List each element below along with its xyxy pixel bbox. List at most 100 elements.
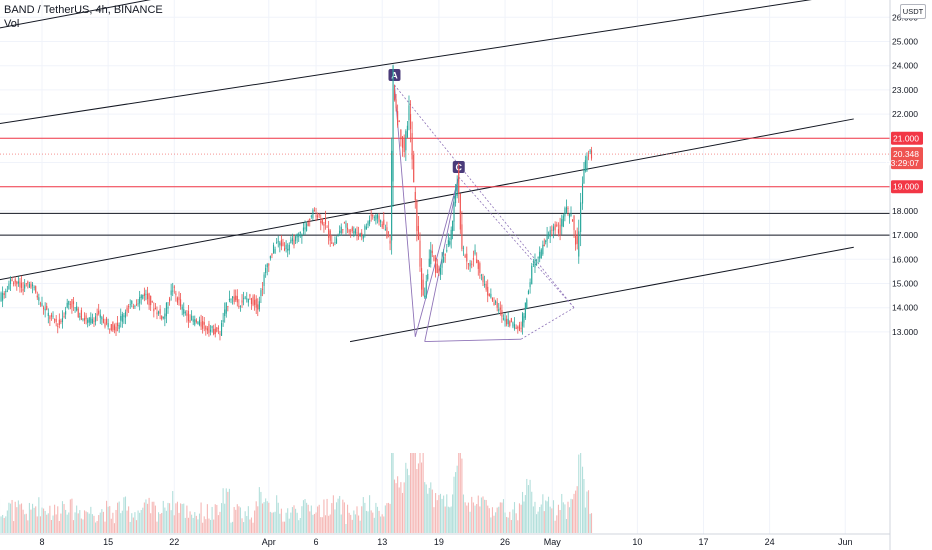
volume-bar bbox=[309, 511, 311, 533]
volume-bar bbox=[488, 508, 490, 533]
pattern-leg bbox=[414, 176, 460, 337]
currency-button[interactable]: USDT bbox=[900, 4, 926, 19]
volume-bar bbox=[461, 458, 463, 533]
candle-body bbox=[458, 168, 460, 194]
volume-bar bbox=[554, 520, 556, 533]
candle-body bbox=[197, 321, 199, 325]
volume-bar bbox=[380, 516, 382, 533]
candle-body bbox=[381, 223, 383, 228]
volume-bar bbox=[564, 504, 566, 533]
price-axis[interactable]: 34.00033.00032.00031.00030.00029.00028.0… bbox=[889, 0, 918, 550]
volume-bar bbox=[260, 491, 262, 533]
volume-bar bbox=[206, 504, 208, 533]
volume-bar bbox=[8, 502, 10, 533]
volume-bar bbox=[307, 504, 309, 533]
candle-body bbox=[274, 249, 276, 254]
candle-body bbox=[535, 263, 538, 266]
candle-body bbox=[241, 300, 243, 303]
level-price-tag-bg bbox=[891, 131, 923, 145]
price-tick-label: 16.000 bbox=[892, 254, 918, 264]
level-price-tag-bg bbox=[891, 180, 923, 194]
volume-bar bbox=[367, 511, 369, 533]
volume-bars bbox=[0, 453, 593, 533]
candle-body bbox=[332, 244, 334, 246]
candle-body bbox=[49, 316, 51, 320]
candle-body bbox=[285, 244, 287, 249]
candle-body bbox=[244, 297, 246, 299]
candle-body bbox=[225, 302, 227, 314]
candle-body bbox=[87, 319, 89, 323]
volume-bar bbox=[376, 506, 379, 533]
candle-body bbox=[329, 230, 331, 241]
candle-body bbox=[290, 239, 292, 243]
volume-bar bbox=[241, 518, 243, 533]
candle-body bbox=[184, 312, 186, 314]
volume-bar bbox=[438, 495, 440, 533]
candle-body bbox=[510, 318, 512, 323]
volume-legend[interactable]: Vol bbox=[4, 18, 20, 30]
candle-body bbox=[219, 333, 221, 335]
volume-bar bbox=[476, 503, 478, 533]
volume-bar bbox=[276, 495, 278, 533]
volume-bar bbox=[370, 510, 372, 533]
candle-body bbox=[562, 215, 564, 227]
candle-body bbox=[238, 305, 240, 308]
candle-body bbox=[77, 308, 79, 318]
time-axis[interactable]: 8 15 22 Apr 6 13 19 26 May 10 17 24 Jun bbox=[0, 533, 890, 547]
candle-body bbox=[180, 299, 182, 307]
volume-bar bbox=[87, 512, 89, 533]
candle-body bbox=[36, 295, 38, 298]
volume-bar bbox=[542, 494, 544, 533]
volume-bar bbox=[372, 512, 374, 533]
candle-body bbox=[549, 230, 551, 238]
candle-body bbox=[57, 325, 59, 327]
volume-bar bbox=[156, 521, 158, 533]
symbol-legend[interactable]: BAND / TetherUS, 4h, BINANCE bbox=[4, 4, 163, 16]
candle-body bbox=[109, 328, 111, 330]
candle-body bbox=[216, 327, 218, 332]
candle-body bbox=[370, 214, 372, 216]
volume-bar bbox=[547, 496, 550, 533]
candle-body bbox=[428, 258, 430, 267]
volume-bar bbox=[339, 495, 341, 533]
volume-bar bbox=[117, 502, 119, 533]
volume-bar bbox=[99, 512, 101, 533]
volume-bar bbox=[320, 517, 322, 533]
candle-body bbox=[521, 313, 524, 327]
volume-bar bbox=[195, 515, 197, 533]
candle-body bbox=[5, 290, 7, 293]
candle-body bbox=[85, 315, 87, 320]
volume-bar bbox=[301, 506, 303, 533]
candle-body bbox=[452, 220, 454, 232]
volume-bar bbox=[332, 495, 334, 533]
current-price-tag-bg bbox=[891, 147, 923, 170]
volume-bar bbox=[233, 507, 235, 533]
candle-body bbox=[364, 225, 366, 230]
volume-bar bbox=[589, 513, 591, 533]
volume-bar bbox=[112, 512, 114, 533]
volume-bar bbox=[334, 509, 336, 533]
candle-body bbox=[524, 302, 526, 318]
volume-bar bbox=[250, 517, 253, 533]
candle-body bbox=[321, 218, 323, 224]
candle-body bbox=[578, 231, 580, 257]
candle-body bbox=[523, 316, 525, 323]
volume-bar bbox=[551, 508, 553, 533]
candle-body bbox=[112, 321, 114, 331]
candle-body bbox=[209, 329, 212, 332]
volume-bar bbox=[79, 510, 81, 533]
candle-body bbox=[491, 297, 494, 301]
candle-body bbox=[52, 315, 54, 317]
candle-body bbox=[383, 219, 385, 225]
volume-bar bbox=[571, 499, 574, 533]
volume-bar bbox=[430, 482, 432, 533]
volume-bar bbox=[416, 469, 418, 533]
volume-bar bbox=[529, 479, 531, 533]
volume-bar bbox=[246, 516, 248, 533]
candle-body bbox=[490, 293, 492, 298]
candle-body bbox=[206, 328, 208, 331]
volume-bar bbox=[66, 514, 68, 533]
level-price-tag: 21.000 bbox=[893, 133, 919, 143]
candle-body bbox=[417, 226, 419, 240]
candle-body bbox=[320, 220, 322, 224]
